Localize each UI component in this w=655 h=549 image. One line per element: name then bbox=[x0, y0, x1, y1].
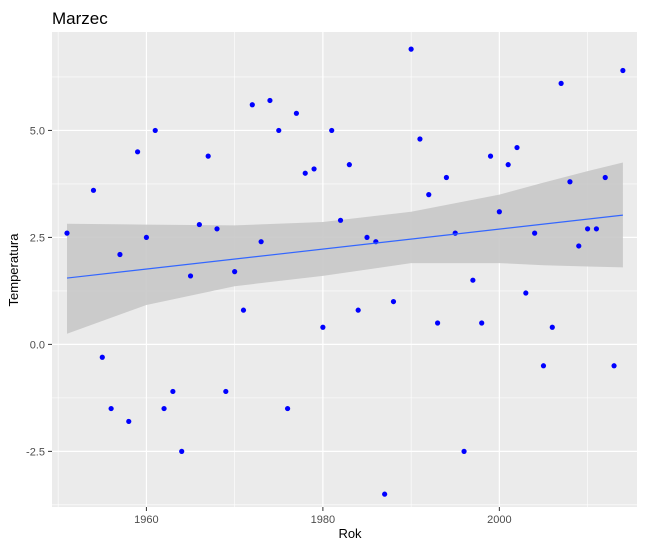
data-point bbox=[382, 491, 388, 497]
data-point bbox=[240, 307, 247, 313]
data-point bbox=[90, 187, 97, 193]
data-point bbox=[276, 127, 282, 134]
data-point bbox=[496, 209, 502, 215]
points-layer bbox=[64, 46, 626, 497]
data-point bbox=[258, 239, 264, 245]
y-tick-label: 2.5 bbox=[30, 232, 45, 244]
data-point bbox=[293, 110, 300, 116]
data-point bbox=[452, 230, 458, 236]
data-point bbox=[611, 363, 617, 369]
data-point bbox=[302, 170, 308, 176]
data-point bbox=[479, 320, 485, 326]
data-point bbox=[355, 307, 361, 313]
data-point bbox=[584, 226, 591, 232]
y-axis-ticks: -2.5 0.0 2.5 5.0 bbox=[26, 125, 52, 458]
data-point bbox=[514, 144, 520, 151]
data-point bbox=[320, 324, 326, 330]
data-point bbox=[487, 153, 494, 159]
data-point bbox=[408, 46, 414, 52]
data-point bbox=[152, 127, 158, 134]
data-point bbox=[196, 221, 202, 228]
x-tick-label: 1960 bbox=[134, 514, 158, 526]
data-point bbox=[170, 388, 176, 395]
x-tick-label: 1980 bbox=[311, 514, 335, 526]
data-point bbox=[602, 174, 608, 181]
data-point bbox=[549, 324, 555, 330]
data-point bbox=[505, 162, 511, 168]
data-point bbox=[223, 388, 229, 395]
data-point bbox=[364, 234, 370, 241]
data-point bbox=[620, 67, 626, 74]
x-axis-title: Rok bbox=[338, 526, 362, 541]
data-point bbox=[390, 298, 397, 305]
data-point bbox=[470, 277, 476, 283]
data-point bbox=[532, 230, 538, 236]
y-tick-label: 5.0 bbox=[30, 125, 45, 137]
data-point bbox=[108, 405, 114, 412]
data-point bbox=[346, 162, 352, 168]
data-point bbox=[576, 243, 582, 249]
data-point bbox=[249, 102, 255, 108]
data-point bbox=[205, 153, 211, 159]
data-point bbox=[232, 269, 238, 275]
data-point bbox=[461, 448, 467, 454]
data-point bbox=[567, 179, 573, 185]
data-point bbox=[143, 234, 150, 241]
data-point bbox=[99, 354, 105, 360]
data-point bbox=[426, 192, 432, 198]
data-point bbox=[558, 80, 564, 86]
data-point bbox=[540, 363, 547, 369]
y-axis-title: Temperatura bbox=[6, 233, 21, 307]
data-point bbox=[187, 273, 194, 279]
data-point bbox=[311, 166, 317, 172]
data-point bbox=[284, 405, 291, 412]
data-point bbox=[117, 251, 123, 258]
confidence-band bbox=[67, 162, 623, 334]
y-tick-label: -2.5 bbox=[26, 446, 45, 458]
x-axis-ticks: 1960 1980 2000 bbox=[134, 507, 512, 526]
x-tick-label: 2000 bbox=[487, 514, 511, 526]
data-point bbox=[267, 97, 273, 104]
data-point bbox=[126, 418, 132, 425]
data-point bbox=[593, 226, 600, 232]
data-point bbox=[523, 290, 529, 296]
data-point bbox=[434, 320, 441, 326]
data-point bbox=[214, 226, 220, 232]
data-point bbox=[161, 405, 167, 412]
confidence-band-layer bbox=[67, 162, 623, 334]
data-point bbox=[179, 448, 185, 454]
data-point bbox=[64, 230, 70, 236]
chart-title: Marzec bbox=[52, 9, 108, 28]
data-point bbox=[134, 149, 141, 155]
trend-layer bbox=[66, 214, 623, 279]
data-point bbox=[337, 217, 344, 223]
trend-line bbox=[66, 214, 623, 279]
data-point bbox=[417, 136, 423, 142]
data-point bbox=[329, 127, 335, 134]
data-point bbox=[443, 174, 450, 181]
y-tick-label: 0.0 bbox=[30, 339, 45, 351]
